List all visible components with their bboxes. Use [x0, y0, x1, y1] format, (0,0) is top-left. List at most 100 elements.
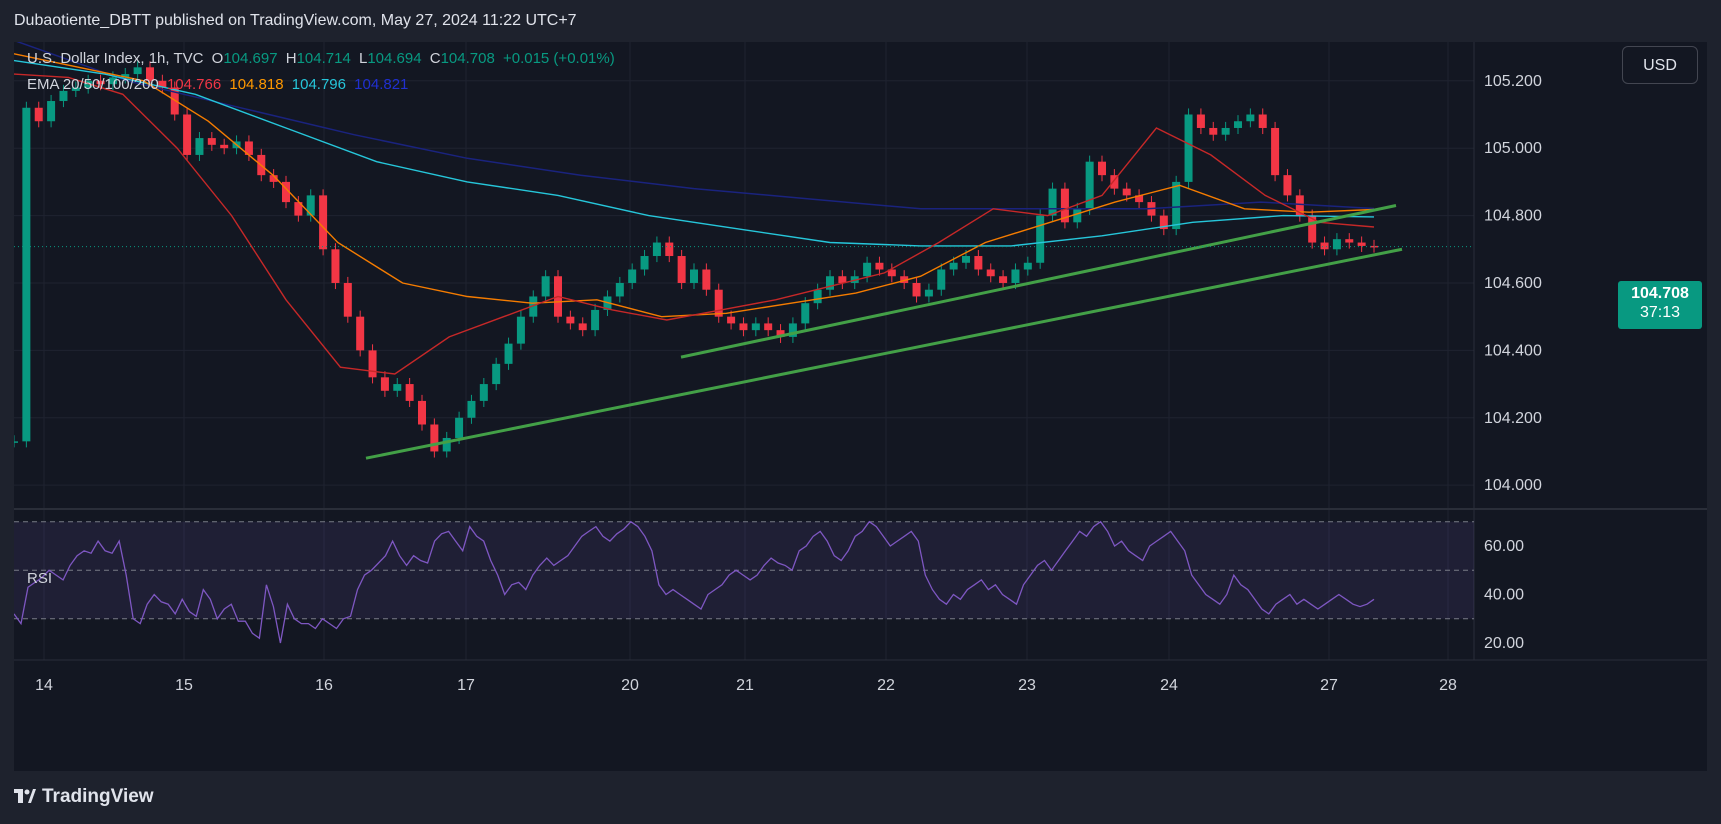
- candle-body: [1184, 114, 1193, 182]
- time-axis-label: 21: [736, 677, 754, 694]
- candle-body: [71, 87, 80, 91]
- candle-body: [652, 242, 661, 257]
- candle-body: [244, 141, 253, 155]
- price-chart-svg[interactable]: 105.200 105.000 104.800 104.600 104.400 104.2…: [14, 42, 1707, 771]
- candle-body: [195, 138, 204, 155]
- rsi-axis-label: 40.00: [1484, 586, 1524, 603]
- candle-body: [1023, 262, 1032, 270]
- candle-body: [121, 74, 130, 78]
- candle-body: [776, 330, 785, 337]
- price-axis-label: 104.800: [1484, 208, 1542, 225]
- candle-body: [1172, 181, 1181, 230]
- candle-body: [875, 262, 884, 270]
- symbol-name[interactable]: U.S. Dollar Index, 1h, TVC: [27, 50, 204, 67]
- brand-name: TradingView: [42, 786, 154, 807]
- ema100-line: [14, 59, 1375, 247]
- publish-info: Dubaotiente_DBTT published on TradingVie…: [14, 12, 577, 29]
- low-label: L: [358, 50, 368, 67]
- rsi-label[interactable]: RSI: [27, 570, 53, 587]
- candle-body: [343, 282, 352, 317]
- currency-button[interactable]: USD: [1622, 46, 1698, 84]
- candle-body: [492, 363, 501, 385]
- candle-body: [1283, 175, 1292, 196]
- bar-countdown: 37:13: [1639, 304, 1681, 321]
- support-trendline: [680, 204, 1397, 359]
- candle-body: [183, 114, 192, 155]
- candle-body: [1258, 114, 1267, 128]
- time-axis-label: 14: [35, 677, 53, 694]
- price-axis-label: 104.200: [1484, 410, 1542, 427]
- candle-body: [1085, 161, 1094, 209]
- candle-body: [1036, 215, 1045, 263]
- candle-body: [442, 437, 451, 452]
- candle-body: [1122, 188, 1131, 196]
- time-axis-label: 23: [1018, 677, 1036, 694]
- tradingview-logo-icon: [14, 786, 36, 808]
- candle-body: [566, 316, 575, 324]
- chart-area[interactable]: 105.200 105.000 104.800 104.600 104.400 104.2…: [14, 42, 1707, 771]
- candle-body: [788, 323, 797, 337]
- close-label: C: [429, 50, 441, 67]
- candle-body: [1221, 127, 1230, 135]
- candle-body: [418, 400, 426, 425]
- price-axis-label: 104.600: [1484, 275, 1542, 292]
- candle-body: [887, 269, 896, 277]
- candle-body: [207, 138, 216, 145]
- candle-body: [467, 400, 476, 418]
- time-axis-label: 20: [621, 677, 639, 694]
- candle-body: [1332, 239, 1341, 250]
- candle-body: [1159, 215, 1168, 230]
- price-axis-label: 105.200: [1484, 73, 1542, 90]
- candle-body: [578, 323, 587, 331]
- candle-body: [900, 276, 909, 283]
- candle-body: [47, 101, 56, 122]
- ema100-value: 104.796: [291, 76, 346, 93]
- candle-body: [220, 144, 229, 149]
- rsi-axis-label: 60.00: [1484, 538, 1524, 555]
- candle-body: [380, 377, 389, 391]
- candle-body: [319, 195, 328, 250]
- publish-header: Dubaotiente_DBTT published on TradingVie…: [0, 0, 1721, 42]
- candle-body: [1308, 215, 1317, 243]
- candle-body: [34, 107, 43, 122]
- candle-body: [405, 384, 414, 401]
- candle-body: [356, 316, 365, 351]
- footer: TradingView: [0, 771, 1721, 824]
- candle-body: [986, 269, 995, 277]
- candle-body: [282, 181, 290, 203]
- price-axis-label: 104.400: [1484, 342, 1542, 359]
- candle-body: [764, 323, 773, 331]
- time-axis-label: 24: [1160, 677, 1178, 694]
- candle-body: [751, 323, 760, 331]
- candle-body: [628, 269, 637, 283]
- candle-body: [294, 202, 303, 216]
- candle-body: [912, 282, 921, 297]
- ema20-line: [14, 73, 1375, 375]
- candle-body: [529, 296, 538, 317]
- candle-body: [640, 256, 649, 270]
- price-axis-label: 104.000: [1484, 477, 1542, 494]
- time-axis-label: 16: [315, 677, 333, 694]
- candle-body: [591, 309, 600, 331]
- time-axis-label: 22: [877, 677, 895, 694]
- ema200-value: 104.821: [354, 76, 409, 93]
- candle-body: [826, 276, 834, 290]
- candle-body: [1209, 127, 1218, 135]
- candle-body: [108, 77, 117, 85]
- time-axis-label: 15: [175, 677, 193, 694]
- time-axis-label: 27: [1320, 677, 1338, 694]
- ema20-value: 104.766: [166, 76, 222, 93]
- change-value: +0.015 (+0.01%): [502, 50, 615, 67]
- candle-body: [702, 269, 711, 290]
- ema50-value: 104.818: [229, 76, 284, 93]
- candle-body: [96, 80, 105, 85]
- rsi-line: [14, 520, 1375, 644]
- last-price-tag: 104.708 37:13: [1618, 281, 1702, 329]
- tradingview-logo[interactable]: TradingView: [14, 786, 154, 808]
- candle-body: [937, 269, 946, 290]
- ema-label[interactable]: EMA 20/50/100/200: [27, 76, 159, 93]
- candle-body: [615, 282, 624, 297]
- candle-body: [1234, 121, 1242, 128]
- candle-body: [813, 289, 822, 304]
- candle-body: [999, 276, 1008, 283]
